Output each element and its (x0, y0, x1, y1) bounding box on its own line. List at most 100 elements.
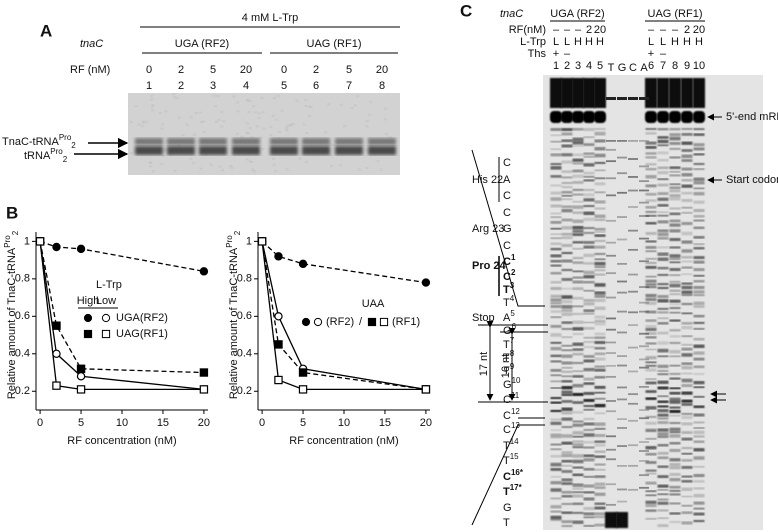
gel-band (572, 466, 584, 469)
gel-band (594, 306, 606, 311)
label-text: TnaC-tRNA (2, 136, 60, 148)
gel-band (583, 497, 595, 501)
gel-top (693, 78, 705, 108)
gel-band (594, 258, 606, 261)
label-text: tRNA (24, 150, 51, 162)
gel-band (583, 446, 595, 449)
gel-noise (247, 111, 251, 114)
label-text: Relative amount of TnaC-tRNA (228, 247, 240, 399)
gel-band (583, 355, 595, 358)
gel-band (645, 328, 657, 331)
gel-band (681, 479, 693, 483)
gel-band (550, 134, 562, 137)
gel-band (550, 429, 562, 431)
gel-band (583, 193, 595, 197)
gel-noise (199, 167, 203, 170)
label-sup: Pro (59, 133, 72, 142)
gel-band (594, 434, 606, 437)
gel-band (594, 128, 606, 131)
gel-band (606, 254, 616, 257)
gel-band (681, 173, 693, 177)
gel-band (657, 395, 669, 398)
gel-band (681, 495, 693, 498)
gel-band (657, 373, 669, 376)
gel-band (657, 229, 669, 233)
gel-band (561, 268, 573, 272)
gel-band (669, 414, 681, 417)
gel-band (550, 380, 562, 383)
gel-band (645, 361, 657, 364)
gel-noise (191, 161, 195, 164)
gel-band (617, 140, 627, 142)
gel-band (617, 156, 627, 159)
legend-symbol (301, 317, 311, 327)
gel-band (594, 294, 606, 298)
gel-band (561, 328, 573, 330)
gel-band (550, 409, 562, 413)
x-axis-label: RF concentration (nM) (67, 435, 176, 447)
gel-band (669, 372, 681, 375)
lane-number: 6 (648, 60, 654, 72)
gel-band (628, 248, 638, 251)
gel-noise (250, 161, 254, 164)
gel-band (669, 111, 681, 123)
gel-band (693, 395, 705, 398)
gel-band (669, 197, 681, 201)
row-label: RF(nM) (509, 24, 546, 36)
gel-noise (261, 111, 265, 114)
gel-band (657, 405, 669, 408)
base-number: 13 (511, 421, 520, 430)
point (35, 237, 45, 246)
gel-noise (368, 113, 372, 116)
gel-band (572, 174, 584, 178)
gel-band (693, 435, 705, 438)
gel-band (583, 405, 595, 407)
gel-band (657, 475, 669, 479)
gel-band (606, 177, 616, 180)
gel-band (657, 489, 669, 491)
gel-band (639, 189, 649, 192)
gel-band (645, 437, 657, 440)
point (274, 340, 283, 349)
gene: tnaC (80, 38, 103, 50)
y-tick-label: 0.6 (15, 310, 30, 322)
gel-band (550, 259, 562, 263)
gel-band (572, 502, 584, 505)
base: C (503, 240, 511, 252)
label-sup: Pro (50, 147, 63, 156)
gel-band (639, 97, 649, 100)
gel-band (594, 332, 606, 336)
gel-band (669, 133, 681, 137)
gel-band (550, 216, 562, 218)
gel-band (657, 111, 669, 123)
lane-number: 3 (575, 60, 581, 72)
gel-band (606, 400, 616, 402)
gel-noise (308, 114, 312, 117)
base-number: 4 (510, 294, 515, 303)
gel-noise (141, 121, 145, 124)
label-sup: Pro (225, 235, 234, 248)
point (421, 278, 431, 287)
gel-band (645, 481, 657, 485)
gel-noise (151, 109, 155, 112)
gel-band (669, 477, 681, 482)
gel-top (669, 78, 681, 108)
gel-noise (271, 157, 275, 160)
gel-band (606, 364, 616, 367)
gel-band (693, 480, 705, 483)
gel-band (669, 183, 681, 186)
gel-band (561, 478, 573, 482)
sequence-base: G (503, 502, 512, 514)
gel-noise (285, 168, 289, 171)
gel-band (583, 336, 595, 339)
gel-band (199, 146, 227, 155)
gel-band (628, 176, 638, 178)
gel-band (606, 483, 616, 486)
gel-band (583, 275, 595, 279)
point (52, 349, 61, 358)
gel-band (572, 435, 584, 438)
gel-band (657, 331, 669, 335)
gel-band (657, 237, 669, 240)
gel-band (583, 217, 595, 222)
gel-band (561, 336, 573, 339)
